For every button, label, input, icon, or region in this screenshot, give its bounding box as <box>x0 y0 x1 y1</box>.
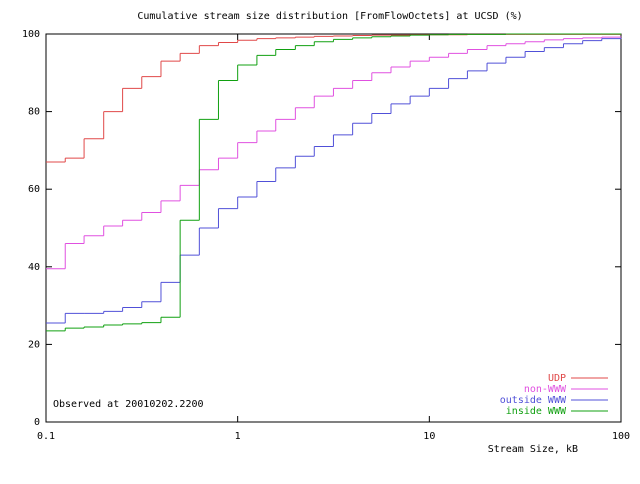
y-tick-label: 20 <box>28 339 40 350</box>
x-tick-label: 10 <box>423 431 435 442</box>
y-tick-label: 80 <box>28 107 40 118</box>
annotation: Observed at 20010202.2200 <box>53 399 204 410</box>
x-axis-label: Stream Size, kB <box>488 444 578 455</box>
chart-title: Cumulative stream size distribution [Fro… <box>137 11 522 22</box>
legend-label: inside WWW <box>506 406 567 417</box>
y-tick-label: 0 <box>34 417 40 428</box>
y-tick-label: 60 <box>28 184 40 195</box>
y-tick-label: 100 <box>22 29 40 40</box>
legend-label: UDP <box>548 373 566 384</box>
plot-frame <box>45 33 622 423</box>
x-tick-label: 100 <box>612 431 630 442</box>
y-tick-label: 40 <box>28 262 40 273</box>
legend-label: outside WWW <box>500 395 567 406</box>
x-tick-label: 1 <box>235 431 241 442</box>
x-tick-label: 0.1 <box>37 431 55 442</box>
legend-label: non-WWW <box>524 384 567 395</box>
